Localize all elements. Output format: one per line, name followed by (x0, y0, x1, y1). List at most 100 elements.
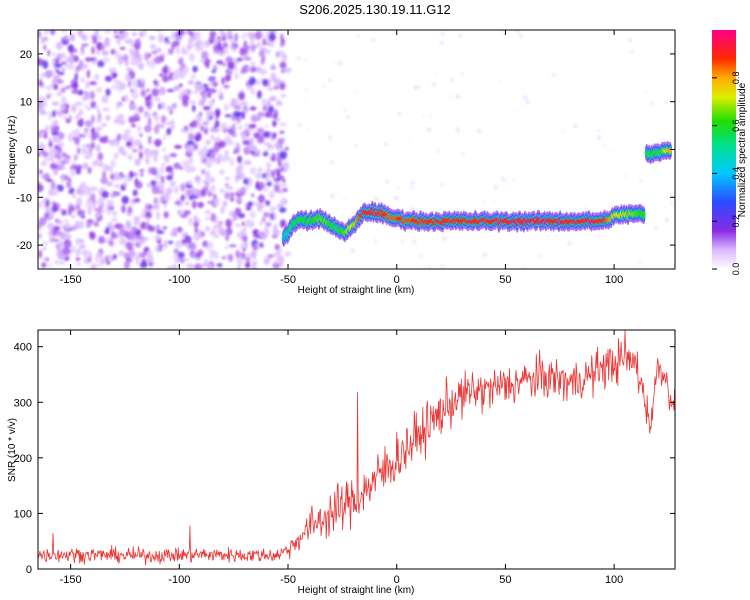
noise-speckle (223, 103, 229, 112)
noise-speckle (212, 81, 219, 87)
noise-speckle (276, 138, 285, 145)
noise-speckle (235, 250, 241, 259)
noise-speckle (74, 164, 83, 170)
noise-speckle (97, 60, 105, 68)
noise-speckle (73, 154, 78, 161)
noise-speckle (185, 184, 193, 189)
noise-speckle (499, 79, 502, 82)
noise-speckle (153, 79, 157, 85)
noise-speckle (257, 117, 261, 121)
noise-speckle (215, 111, 219, 120)
noise-speckle (194, 40, 202, 49)
noise-speckle (109, 139, 115, 147)
noise-speckle (202, 83, 209, 87)
noise-speckle (123, 133, 130, 137)
noise-speckle (278, 146, 287, 152)
noise-speckle (274, 184, 280, 193)
noise-speckle (43, 96, 48, 102)
noise-speckle (145, 152, 153, 158)
noise-speckle (279, 219, 287, 228)
main-trace-cell-peak (441, 219, 448, 223)
noise-speckle (180, 194, 185, 202)
noise-speckle (68, 189, 73, 195)
noise-speckle (374, 239, 377, 243)
noise-speckle (146, 217, 150, 224)
noise-speckle (262, 97, 266, 107)
noise-speckle (47, 264, 53, 268)
noise-speckle (284, 67, 292, 73)
noise-speckle (501, 31, 504, 34)
noise-speckle (88, 134, 92, 138)
noise-speckle (38, 249, 42, 259)
y-tick-label: 300 (14, 397, 32, 409)
noise-speckle (47, 213, 55, 220)
noise-speckle (113, 30, 118, 34)
noise-speckle (609, 149, 612, 152)
noise-speckle (279, 42, 284, 48)
noise-speckle (107, 253, 112, 260)
noise-speckle (114, 223, 122, 230)
noise-speckle (107, 236, 111, 242)
noise-speckle (84, 120, 92, 127)
noise-speckle (204, 226, 211, 232)
noise-speckle (165, 121, 172, 125)
spectrogram-y-axis: -20 -10 0 10 20 (16, 49, 675, 252)
noise-speckle (122, 31, 129, 38)
main-trace-cell-peak (548, 219, 555, 223)
noise-speckle (101, 95, 109, 104)
noise-speckle (203, 106, 211, 111)
colorbar-tick-label: 0.2 (731, 215, 741, 228)
noise-speckle (217, 223, 223, 229)
noise-speckle (164, 64, 168, 74)
noise-speckle (206, 91, 212, 98)
noise-speckle (255, 180, 260, 190)
noise-speckle (43, 44, 47, 51)
spectrogram-x-axis: -150 -100 -50 0 50 100 (60, 30, 623, 286)
noise-speckle (47, 49, 51, 57)
noise-speckle (153, 125, 160, 134)
noise-speckle (272, 225, 278, 233)
noise-speckle (174, 185, 179, 194)
noise-speckle (199, 58, 207, 63)
noise-speckle (184, 242, 189, 247)
noise-speckle (169, 180, 177, 184)
noise-speckle (137, 125, 142, 133)
noise-speckle (183, 210, 191, 216)
noise-speckle (185, 189, 193, 196)
noise-speckle (259, 233, 268, 240)
noise-speckle (236, 196, 243, 205)
noise-speckle (240, 186, 246, 196)
noise-speckle (55, 203, 61, 208)
noise-speckle (279, 61, 287, 69)
noise-speckle (84, 94, 90, 101)
noise-speckle (397, 111, 402, 116)
noise-speckle (189, 252, 196, 257)
noise-speckle (172, 253, 179, 259)
noise-speckle (148, 53, 152, 58)
noise-speckle (259, 242, 264, 248)
noise-speckle (77, 30, 84, 37)
main-trace-cell-peak (456, 219, 463, 223)
noise-speckle (173, 162, 181, 170)
noise-speckle (266, 87, 275, 91)
noise-speckle (262, 151, 269, 157)
noise-speckle (205, 159, 212, 169)
snr-y-label: SNR (10 * v/v) (7, 418, 18, 482)
noise-speckle (133, 217, 140, 226)
noise-speckle (197, 148, 205, 157)
noise-speckle (193, 232, 201, 242)
noise-speckle (284, 251, 291, 257)
x-tick-label: -50 (280, 274, 296, 286)
noise-speckle (97, 152, 104, 161)
noise-speckle (164, 154, 170, 163)
noise-speckle (244, 262, 251, 269)
noise-speckle (179, 256, 185, 264)
noise-speckle (42, 246, 47, 251)
noise-speckle (166, 266, 173, 269)
noise-speckle (85, 199, 94, 209)
noise-speckle (241, 221, 245, 226)
noise-speckle (217, 221, 224, 225)
noise-speckle (234, 223, 241, 227)
noise-speckle (122, 181, 128, 187)
noise-speckle (222, 42, 229, 48)
